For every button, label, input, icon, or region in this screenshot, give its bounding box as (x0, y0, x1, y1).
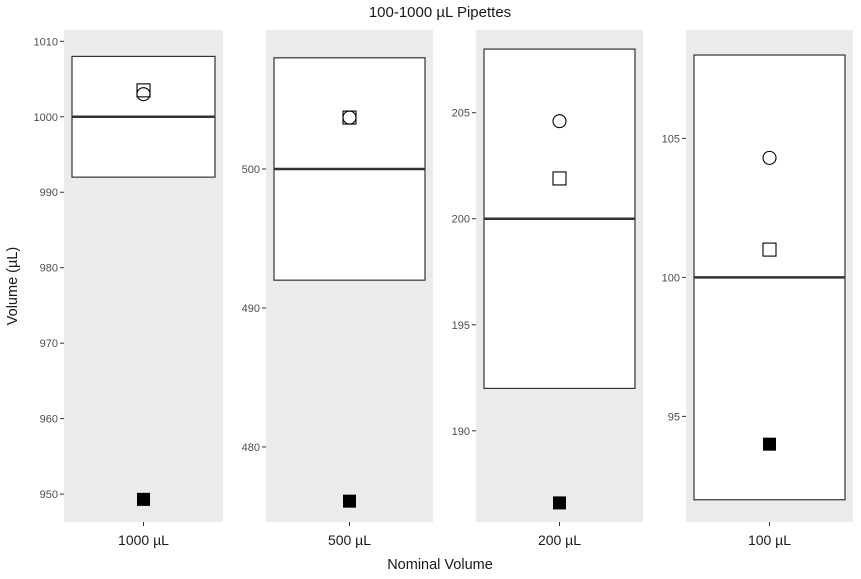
data-point-open-square (552, 171, 567, 186)
y-tick-label: 500 (242, 164, 260, 176)
y-tick-label: 490 (242, 303, 260, 315)
panel-500l: 480 490 500 500 µL (242, 30, 433, 548)
x-category-label: 500 µL (328, 532, 371, 548)
data-point-open-square (762, 242, 777, 257)
data-point-filled-square (763, 437, 776, 451)
y-tick-label: 205 (452, 108, 470, 120)
x-category-label: 200 µL (538, 532, 581, 548)
panel-200l: 190 195 200 205 200 µL (452, 30, 643, 548)
y-tick-label: 950 (40, 489, 58, 501)
y-tick-label: 960 (40, 414, 58, 426)
data-point-open-circle (762, 150, 777, 165)
y-tick-label: 980 (40, 263, 58, 275)
y-tick-label: 100 (662, 272, 680, 284)
chart-title: 100-1000 µL Pipettes (369, 4, 511, 21)
data-point-open-circle (342, 110, 357, 125)
y-tick-label: 105 (662, 133, 680, 145)
y-tick-label: 990 (40, 187, 58, 199)
x-category-label: 100 µL (748, 532, 791, 548)
y-tick-label: 970 (40, 338, 58, 350)
y-axis-title: Volume (µL) (5, 247, 21, 325)
x-category-label: 1000 µL (118, 532, 169, 548)
data-point-open-circle (552, 114, 567, 129)
y-tick-label: 95 (668, 411, 680, 423)
data-point-open-circle (136, 87, 151, 102)
y-tick-label: 1010 (34, 36, 58, 48)
data-point-filled-square (137, 492, 150, 506)
y-tick-label: 200 (452, 214, 470, 226)
chart-panels: 950 960 970 980 990 1000 1010 1000 µL 480 490 500 5… (34, 30, 853, 548)
data-point-filled-square (343, 494, 356, 508)
y-tick-label: 190 (452, 426, 470, 438)
data-point-open-square (136, 83, 151, 98)
panel-1000l: 950 960 970 980 990 1000 1010 1000 µL (34, 30, 223, 548)
y-tick-label: 1000 (34, 112, 58, 124)
y-tick-label: 195 (452, 320, 470, 332)
x-axis-title: Nominal Volume (387, 557, 493, 573)
y-tick-label: 480 (242, 442, 260, 454)
panel-100l: 95 100 105 100 µL (662, 30, 853, 548)
data-point-filled-square (553, 496, 566, 510)
